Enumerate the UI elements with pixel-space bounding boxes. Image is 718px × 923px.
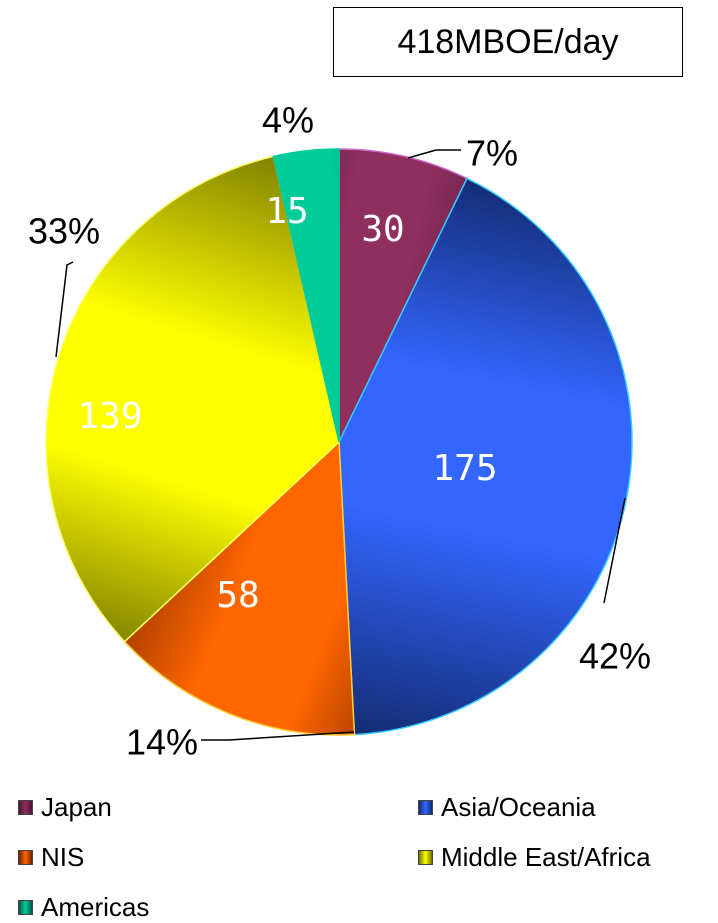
value-label-middle-east-africa: 139 bbox=[77, 396, 142, 437]
pie-slice-americas bbox=[272, 148, 340, 443]
legend-swatch-japan bbox=[18, 800, 33, 815]
leader-line-nis bbox=[201, 731, 355, 741]
legend-label-nis: NIS bbox=[41, 842, 85, 872]
legend-item-asia-oceania: Asia/Oceania bbox=[418, 792, 596, 823]
leader-line-japan bbox=[407, 149, 461, 159]
legend-swatch-americas bbox=[18, 900, 33, 915]
legend-item-nis: NIS bbox=[18, 842, 84, 873]
value-label-americas: 15 bbox=[265, 191, 308, 232]
value-label-asia-oceania: 175 bbox=[432, 448, 497, 489]
legend-swatch-asia-oceania bbox=[418, 800, 433, 815]
leader-line-asia-oceania bbox=[603, 497, 626, 604]
legend-label-asia-oceania: Asia/Oceania bbox=[441, 792, 596, 822]
pie-slice-asia-oceania bbox=[338, 177, 633, 736]
percent-label-japan: 7% bbox=[466, 133, 518, 174]
legend-item-japan: Japan bbox=[18, 792, 112, 823]
legend-item-americas: Americas bbox=[18, 892, 149, 923]
value-label-nis: 58 bbox=[216, 575, 259, 616]
pie-slice-middle-east-africa bbox=[45, 155, 340, 643]
value-label-japan: 30 bbox=[361, 209, 404, 250]
pie-slice-japan bbox=[338, 148, 468, 443]
percent-label-americas: 4% bbox=[262, 100, 314, 141]
legend-label-japan: Japan bbox=[41, 792, 112, 822]
percent-label-middle-east-africa: 33% bbox=[28, 211, 100, 252]
legend-item-middle-east-africa: Middle East/Africa bbox=[418, 842, 651, 873]
legend-swatch-nis bbox=[18, 850, 33, 865]
pie-slice-nis bbox=[123, 440, 356, 736]
legend-swatch-middle-east-africa bbox=[418, 850, 433, 865]
legend-label-americas: Americas bbox=[41, 892, 150, 922]
leader-line-middle-east-africa bbox=[55, 261, 74, 358]
percent-label-asia-oceania: 42% bbox=[579, 636, 651, 677]
legend-label-middle-east-africa: Middle East/Africa bbox=[441, 842, 651, 872]
percent-label-nis: 14% bbox=[126, 722, 198, 763]
chart-title: 418MBOE/day bbox=[333, 7, 683, 77]
